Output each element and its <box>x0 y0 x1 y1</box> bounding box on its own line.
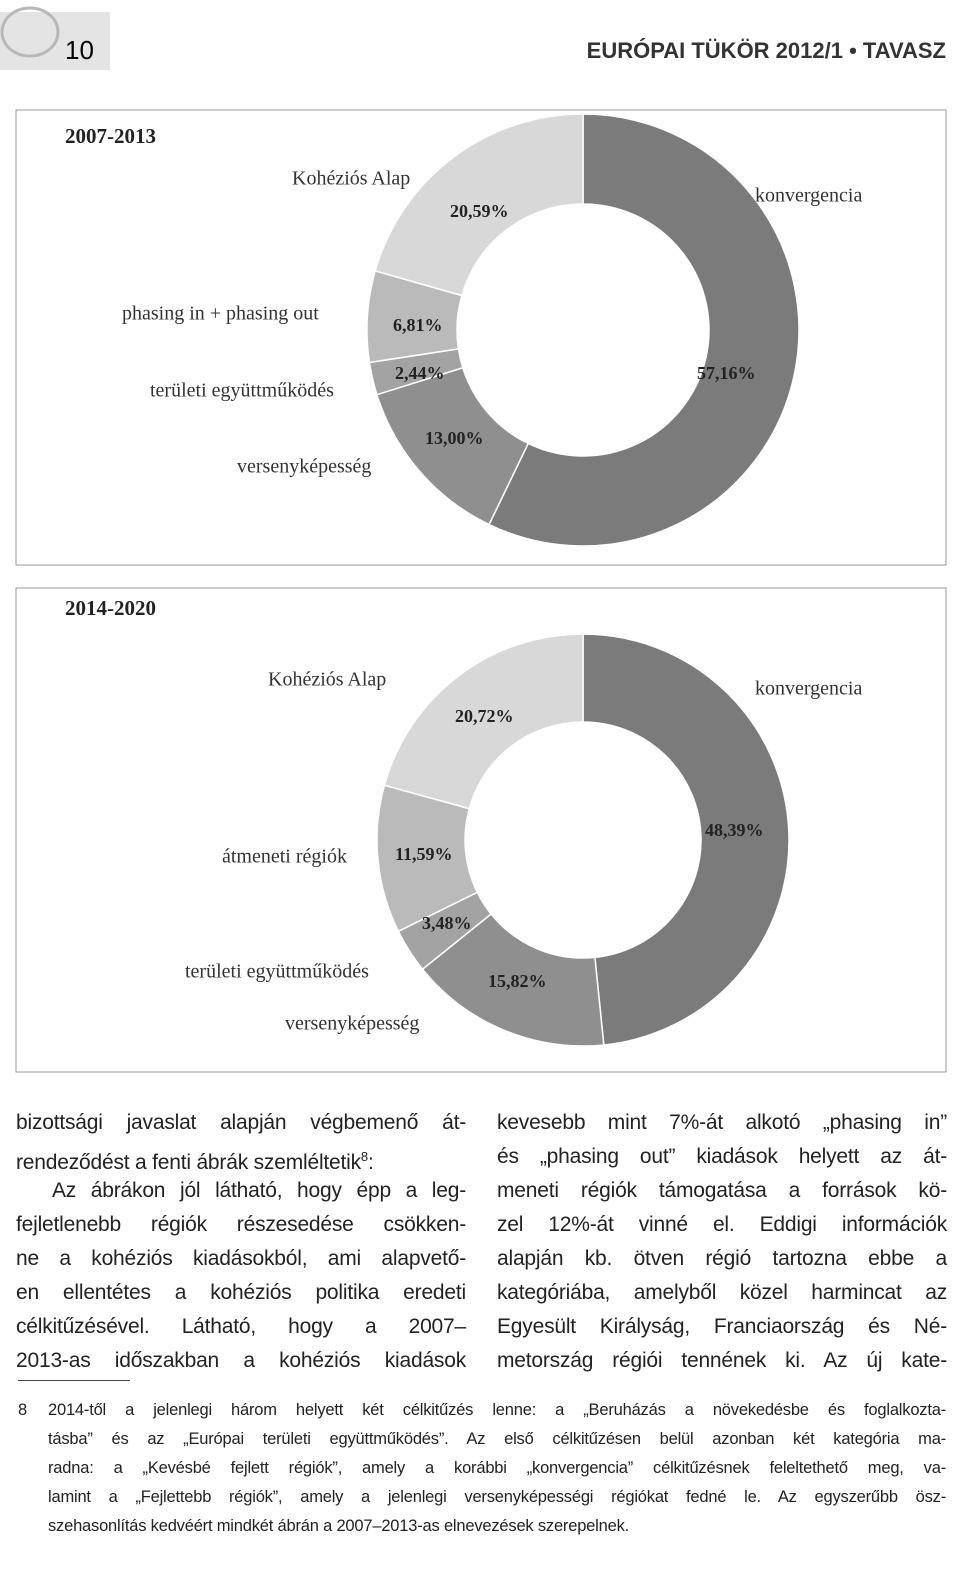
text-line: en ellentétes a kohéziós politika eredet… <box>16 1281 466 1304</box>
footnote-line: szehasonlítás kedvéért mindkét ábrán a 2… <box>48 1517 630 1535</box>
text-line: fejletlenebb régiók részesedése csökken- <box>16 1213 466 1236</box>
category-label: Kohéziós Alap <box>292 168 410 190</box>
text-line: célkitűzésével. Látható, hogy a 2007– <box>16 1315 466 1338</box>
donut-slice <box>582 633 790 1046</box>
logo <box>0 6 60 58</box>
text-line: meneti régiók támogatása a források kö- <box>497 1179 947 1202</box>
chart-frame <box>15 587 947 1073</box>
footnote-rule <box>18 1380 130 1381</box>
category-label: versenyképesség <box>285 1013 419 1035</box>
journal-title: EURÓPAI TÜKÖR 2012/1 • TAVASZ <box>587 38 946 63</box>
value-label: 48,39% <box>705 820 764 840</box>
donut-slice <box>383 633 584 810</box>
footnote-line: radna: a „Kevésbé fejlett régiók”, amely… <box>48 1459 946 1477</box>
category-label: területi együttműködés <box>150 380 334 402</box>
footnote-ref: 8 <box>360 1149 368 1164</box>
text-line: alapján kb. ötven régió tartozna ebbe a <box>497 1247 947 1270</box>
value-label: 11,59% <box>395 844 453 864</box>
text-line: zel 12%-át vinné el. Eddigi információk <box>497 1213 947 1236</box>
chart-title: 2014-2020 <box>65 596 156 620</box>
text-line: bizottsági javaslat alapján végbemenő át… <box>16 1111 466 1134</box>
chart-title: 2007-2013 <box>65 124 156 148</box>
donut-slice <box>421 912 605 1047</box>
value-label: 57,16% <box>697 363 756 383</box>
donut-slice <box>488 113 800 547</box>
category-label: phasing in + phasing out <box>122 303 319 325</box>
footnote: 8 2014-től a jelenlegi három helyett két… <box>18 1396 946 1541</box>
value-label: 20,72% <box>455 706 514 726</box>
text-line: 2013-as időszakban a kohéziós kiadások <box>16 1349 466 1372</box>
page-number: 10 <box>65 35 94 65</box>
figure: 10 EURÓPAI TÜKÖR 2012/1 • TAVASZ 2007-20… <box>0 6 947 1073</box>
text-line: Egyesült Királyság, Franciaország és Né- <box>497 1315 947 1338</box>
chart-frame <box>15 109 947 566</box>
value-label: 3,48% <box>422 913 472 933</box>
category-label: konvergencia <box>755 678 862 700</box>
footnote-line: lamint a „Fejlettebb régiók”, amely a je… <box>48 1488 946 1506</box>
value-label: 20,59% <box>450 201 509 221</box>
text-line: kategóriába, amelyből közel harmincat az <box>497 1281 947 1304</box>
footnote-line: tásba” és az „Európai területi együttműk… <box>48 1430 946 1448</box>
value-label: 2,44% <box>395 363 445 383</box>
footnote-line: 2014-től a jelenlegi három helyett két c… <box>48 1401 946 1419</box>
text-line: és „phasing out” kiadások helyett az át- <box>497 1145 947 1168</box>
left-column: bizottsági javaslat alapján végbemenő át… <box>16 1106 466 1378</box>
category-label: versenyképesség <box>237 456 371 478</box>
category-label: Kohéziós Alap <box>268 669 386 691</box>
text-line: ne a kohéziós kiadásokból, ami alapvető- <box>16 1247 466 1270</box>
footnote-number: 8 <box>18 1401 27 1419</box>
text-line: kevesebb mint 7%-át alkotó „phasing in” <box>497 1111 947 1134</box>
text-line: rendeződést a fenti ábrák szemléltetik8: <box>16 1140 466 1174</box>
value-label: 15,82% <box>488 971 547 991</box>
text-line: metország régiói tennének ki. Az új kate… <box>497 1349 947 1372</box>
text: : <box>367 1151 374 1174</box>
text: rendeződést a fenti ábrák szemléltetik <box>16 1151 361 1174</box>
category-label: területi együttműködés <box>185 961 369 983</box>
donut-slice <box>374 113 584 297</box>
text-line: Az ábrákon jól látható, hogy épp a leg- <box>52 1179 466 1202</box>
value-label: 13,00% <box>425 428 484 448</box>
category-label: konvergencia <box>755 185 862 207</box>
right-column: kevesebb mint 7%-át alkotó „phasing in” … <box>497 1106 947 1378</box>
category-label: átmeneti régiók <box>222 846 347 868</box>
value-label: 6,81% <box>393 315 443 335</box>
